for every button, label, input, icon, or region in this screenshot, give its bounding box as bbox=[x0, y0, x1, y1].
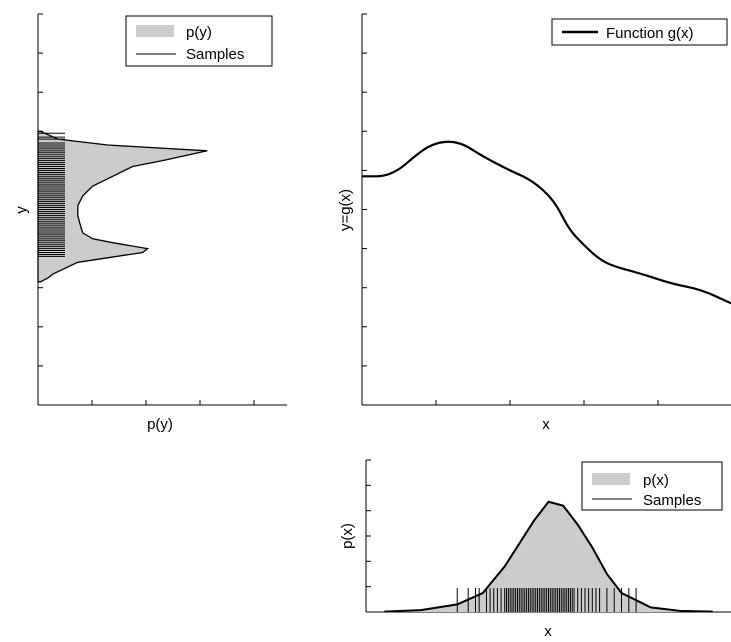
py-legend-item-0: p(y) bbox=[186, 24, 212, 41]
px-legend-item-1: Samples bbox=[643, 492, 701, 509]
px-legend: p(x) Samples bbox=[581, 461, 723, 511]
gx-legend-item-0: Function g(x) bbox=[606, 25, 694, 42]
px-x-label: x bbox=[544, 623, 552, 640]
panel-px: x p(x) p(x) Samples bbox=[339, 459, 731, 640]
px-legend-item-0: p(x) bbox=[643, 472, 669, 489]
px-marks bbox=[384, 500, 713, 613]
gx-y-ticks bbox=[362, 13, 367, 406]
gx-x-label: x bbox=[542, 416, 550, 433]
gx-y-label: y=g(x) bbox=[337, 189, 354, 231]
gx-x-ticks bbox=[361, 400, 659, 405]
gx-legend: Function g(x) bbox=[551, 18, 728, 46]
py-y-ticks bbox=[38, 13, 43, 406]
px-y-ticks bbox=[366, 459, 371, 613]
gx-function-line bbox=[362, 140, 731, 305]
px-density-area bbox=[384, 501, 713, 612]
px-legend-box bbox=[581, 461, 723, 511]
py-legend-box bbox=[125, 15, 273, 67]
py-legend: p(y) Samples bbox=[125, 15, 273, 67]
panel-py: p(y) y p(y) Samples bbox=[13, 13, 287, 433]
panel-gx: x y=g(x) Function g(x) bbox=[337, 13, 731, 433]
py-x-ticks bbox=[37, 400, 255, 405]
py-legend-swatch-fill bbox=[136, 25, 174, 37]
px-y-label: p(x) bbox=[339, 523, 356, 549]
px-legend-swatch-fill bbox=[592, 473, 630, 485]
gx-marks bbox=[362, 140, 731, 305]
py-x-label: p(y) bbox=[147, 416, 173, 433]
py-legend-item-1: Samples bbox=[186, 46, 244, 63]
py-marks bbox=[37, 130, 208, 283]
py-density-area bbox=[37, 130, 208, 283]
py-y-label: y bbox=[13, 206, 30, 214]
